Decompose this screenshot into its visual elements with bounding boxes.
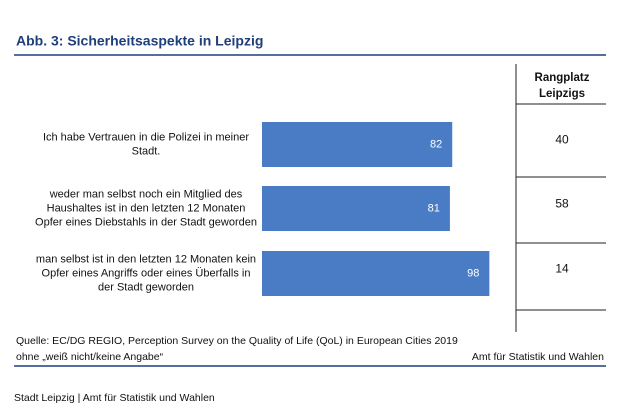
value-label: 98	[467, 267, 479, 279]
category-label: Stadt.	[132, 145, 161, 157]
category-label: weder man selbst noch ein Mitglied des	[49, 188, 243, 200]
footer: Stadt Leipzig | Amt für Statistik und Wa…	[14, 392, 215, 404]
category-label: Haushaltes ist in den letzten 12 Monaten	[47, 202, 246, 214]
value-label: 81	[428, 202, 440, 214]
category-label: Opfer eines Angriffs oder eines Überfall…	[42, 267, 251, 279]
category-label: man selbst ist in den letzten 12 Monaten…	[36, 253, 256, 265]
bar	[262, 186, 450, 231]
rank-value: 58	[555, 197, 569, 211]
rank-header: Rangplatz	[535, 72, 590, 84]
category-label: der Stadt geworden	[98, 281, 194, 293]
category-label: Opfer eines Diebstahls in der Stadt gewo…	[35, 216, 257, 228]
category-label: Ich habe Vertrauen in die Polizei in mei…	[43, 131, 249, 143]
bar	[262, 251, 490, 296]
source: Quelle: EC/DG REGIO, Perception Survey o…	[16, 335, 458, 347]
publisher: Amt für Statistik und Wahlen	[472, 351, 604, 363]
rank-value: 40	[555, 133, 569, 147]
rank-value: 14	[555, 262, 569, 276]
chart-title: Abb. 3: Sicherheitsaspekte in Leipzig	[16, 33, 263, 49]
bar	[262, 122, 453, 167]
value-label: 82	[430, 138, 442, 150]
source: ohne „weiß nicht/keine Angabe“	[16, 351, 164, 363]
rank-header: Leipzigs	[539, 88, 585, 100]
